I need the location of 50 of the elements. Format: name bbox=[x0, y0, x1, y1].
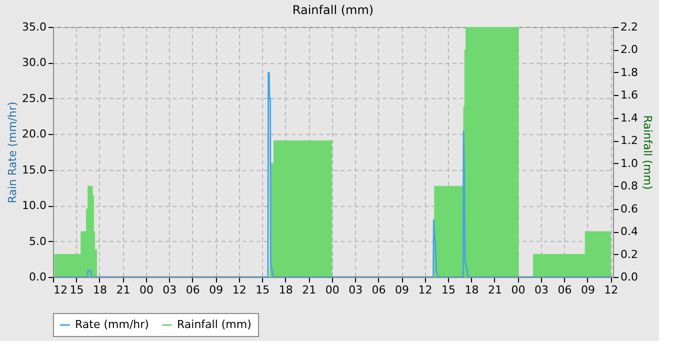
y-tick-label: 0.0 bbox=[29, 270, 46, 284]
x-tick-label: 06 bbox=[558, 284, 572, 296]
y2-tick-label: 0.2 bbox=[620, 248, 638, 261]
x-tick-label: 12 bbox=[232, 284, 246, 296]
x-tick-label: 21 bbox=[116, 284, 130, 296]
x-tick-label: 12 bbox=[54, 284, 68, 296]
x-tick-label: 15 bbox=[442, 284, 456, 296]
y-tick-label: 5.0 bbox=[29, 234, 46, 248]
x-tick-label: 12 bbox=[604, 284, 618, 296]
y2-tick-label: 0.0 bbox=[620, 270, 638, 284]
x-tick-label: 18 bbox=[92, 284, 107, 296]
x-tick-label: 00 bbox=[325, 284, 340, 296]
y2-tick-label: 2.2 bbox=[620, 20, 638, 34]
y2-tick-label: 0.4 bbox=[620, 225, 638, 238]
y-axis-title: Rain Rate (mm/hr) bbox=[6, 102, 20, 204]
y-tick-label: 20.0 bbox=[22, 128, 46, 141]
legend-label: Rate (mm/hr) bbox=[75, 318, 149, 331]
y2-tick-label: 1.4 bbox=[620, 111, 638, 124]
chart-title: Rainfall (mm) bbox=[292, 3, 374, 17]
y2-axis-title: Rainfall (mm) bbox=[640, 115, 654, 190]
y2-tick-label: 1.2 bbox=[620, 134, 638, 148]
y2-tick-label: 1.8 bbox=[620, 66, 638, 79]
y2-tick-label: 1.6 bbox=[620, 88, 638, 102]
legend-label: Rainfall (mm) bbox=[177, 318, 252, 331]
y-tick-label: 30.0 bbox=[22, 56, 46, 70]
y2-tick-label: 0.6 bbox=[620, 202, 638, 216]
x-tick-label: 03 bbox=[162, 284, 177, 296]
y2-tick-label: 0.8 bbox=[620, 180, 638, 193]
x-tick-label: 00 bbox=[139, 284, 154, 296]
y-tick-label: 35.0 bbox=[22, 20, 46, 34]
x-tick-label: 00 bbox=[511, 284, 526, 296]
x-tick-label: 09 bbox=[580, 284, 595, 296]
x-tick-label: 21 bbox=[302, 284, 316, 296]
y-tick-label: 25.0 bbox=[22, 92, 46, 105]
x-tick-label: 09 bbox=[395, 284, 410, 296]
y2-tick-label: 1.0 bbox=[620, 156, 638, 170]
x-tick-label: 18 bbox=[464, 284, 479, 296]
x-tick-label: 03 bbox=[534, 284, 548, 296]
x-tick-label: 06 bbox=[372, 284, 386, 296]
x-tick-label: 12 bbox=[418, 284, 432, 296]
x-tick-label: 15 bbox=[70, 284, 84, 296]
y-tick-label: 15.0 bbox=[22, 163, 46, 176]
x-tick-label: 21 bbox=[488, 284, 502, 296]
x-tick-label: 18 bbox=[278, 284, 293, 296]
y2-tick-label: 2.0 bbox=[620, 43, 638, 56]
x-tick-label: 06 bbox=[186, 284, 200, 296]
x-tick-label: 15 bbox=[256, 284, 270, 296]
x-tick-label: 09 bbox=[209, 284, 224, 296]
x-tick-label: 03 bbox=[348, 284, 363, 296]
y-tick-label: 10.0 bbox=[22, 199, 46, 212]
